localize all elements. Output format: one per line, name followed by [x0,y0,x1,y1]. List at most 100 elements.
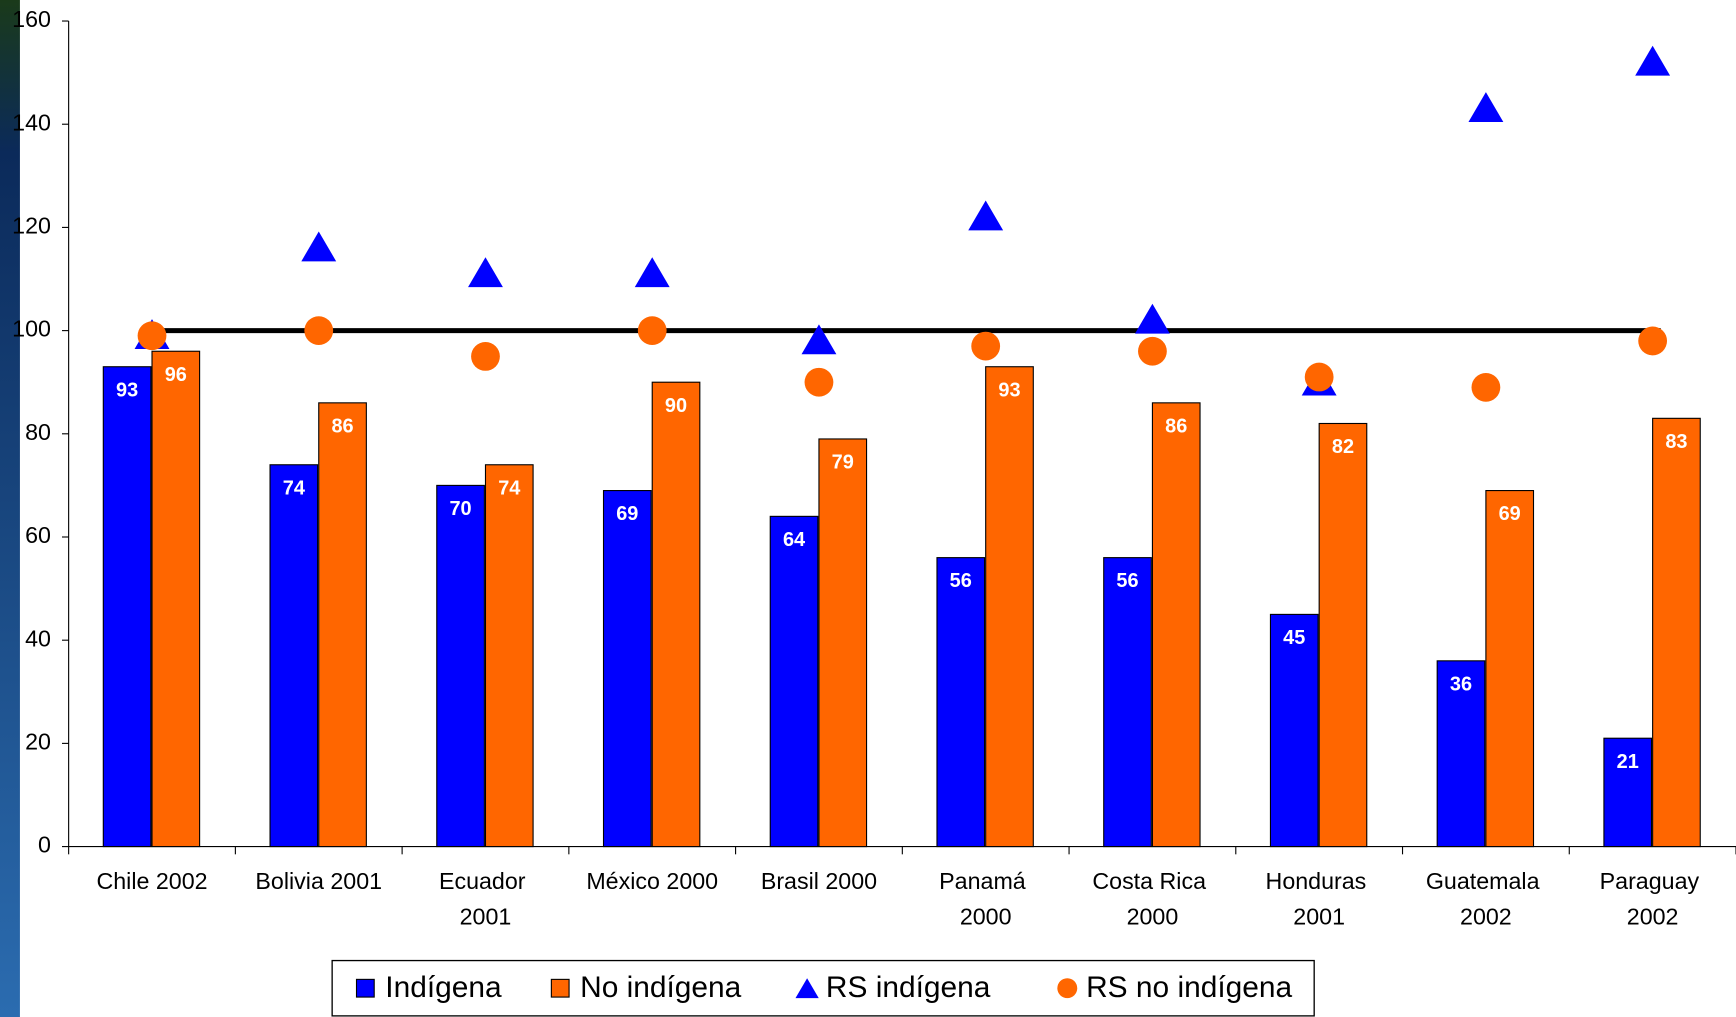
y-tick-label: 0 [38,832,51,858]
bar [1652,417,1701,848]
value-label: 96 [165,364,187,386]
marker-triangle [1635,45,1671,76]
marker-circle [471,342,500,371]
x-tick-label: México 2000 [586,868,718,894]
y-tick-label: 160 [12,6,51,32]
x-tick-label: Honduras 2001 [1266,868,1373,929]
marker-circle [1138,336,1167,366]
value-label: 90 [665,395,687,417]
value-label: 36 [1450,673,1472,695]
x-tick-label-line: Guatemala [1426,868,1546,894]
legend-label: Indígena [385,971,502,1004]
bar [1318,422,1368,848]
y-tick-label: 100 [12,316,51,342]
marker-circle [637,316,667,345]
bar [985,366,1034,848]
value-label: 79 [832,452,854,474]
value-label: 93 [998,379,1020,401]
y-tick-label: 80 [25,419,51,445]
marker-circle [1638,326,1668,356]
value-label: 56 [1116,570,1138,592]
marker-triangle [468,257,503,288]
value-label: 69 [1499,503,1521,525]
value-label: 74 [283,477,305,499]
x-tick-label-line: 2000 [960,904,1012,930]
marker-circle [971,331,1001,361]
x-tick-label-line: 2002 [1627,904,1679,930]
value-label: 83 [1665,431,1687,453]
marker-circle [1471,372,1501,402]
side-decoration [0,0,20,1017]
bar [436,484,485,848]
bar [602,490,652,848]
value-label: 82 [1332,436,1354,458]
legend-label: RS no indígena [1086,971,1292,1004]
x-tick-label-line: 2001 [1293,904,1345,930]
x-tick-label-line: Costa Rica [1092,868,1212,894]
x-tick-label-line: 2001 [460,904,512,930]
marker-triangle [1134,303,1170,334]
bar [1485,490,1535,848]
value-label: 56 [950,570,972,592]
value-label: 74 [498,477,520,499]
x-tick-label: Paraguay 2002 [1600,868,1706,929]
value-label: 45 [1283,627,1305,649]
value-label: 86 [331,415,353,437]
marker-triangle [634,257,670,288]
value-label: 86 [1165,415,1187,437]
bar [269,464,319,848]
x-tick-label-line: 2000 [1127,904,1179,930]
x-tick-label: Brasil 2000 [761,868,877,894]
value-label: 93 [116,379,138,401]
y-tick-label: 140 [12,109,51,135]
value-label: 69 [616,503,638,525]
x-tick-label: Panamá 2000 [939,868,1032,929]
value-label: 70 [449,498,471,520]
bar [818,438,868,848]
value-label: 64 [783,529,805,551]
legend-swatch [795,978,819,999]
y-tick-label: 60 [25,522,51,548]
x-tick-label-line: 2002 [1460,904,1512,930]
y-tick-label: 40 [25,625,51,651]
bar [151,350,201,848]
legend-swatch [550,978,570,998]
bar [769,515,819,848]
legend-swatch [355,978,375,998]
marker-triangle [968,200,1004,231]
legend-label: No indígena [580,971,742,1004]
x-tick-label: Guatemala 2002 [1426,868,1546,929]
bar [318,402,367,848]
x-tick-label-line: Paraguay [1600,868,1706,894]
bar [484,464,534,848]
x-tick-label-line: Panamá [939,868,1032,894]
y-tick-label: 120 [12,213,51,239]
bar [1436,660,1486,848]
bar [651,381,701,848]
marker-circle [137,321,167,351]
bar [936,557,986,848]
x-tick-label: Ecuador 2001 [439,868,532,929]
x-tick-label-line: Honduras [1266,868,1373,894]
x-tick-label: Chile 2002 [96,868,207,894]
marker-triangle [801,324,837,355]
x-tick-label-line: Ecuador [439,868,532,894]
marker-circle [304,316,334,345]
bar [1269,613,1319,848]
x-tick-label: Costa Rica 2000 [1092,868,1212,929]
legend-swatch [1057,978,1078,999]
value-label: 21 [1617,751,1639,773]
bar [1603,737,1653,848]
marker-circle [1304,362,1334,392]
y-tick-label: 20 [25,729,51,755]
marker-triangle [1468,92,1504,123]
x-tick-label: Bolivia 2001 [255,868,382,894]
legend-label: RS indígena [826,971,991,1004]
marker-triangle [301,231,337,262]
bar [1151,402,1201,848]
marker-circle [804,367,834,397]
legend-box [331,959,1315,1017]
bar [102,366,152,848]
bar [1103,557,1152,848]
